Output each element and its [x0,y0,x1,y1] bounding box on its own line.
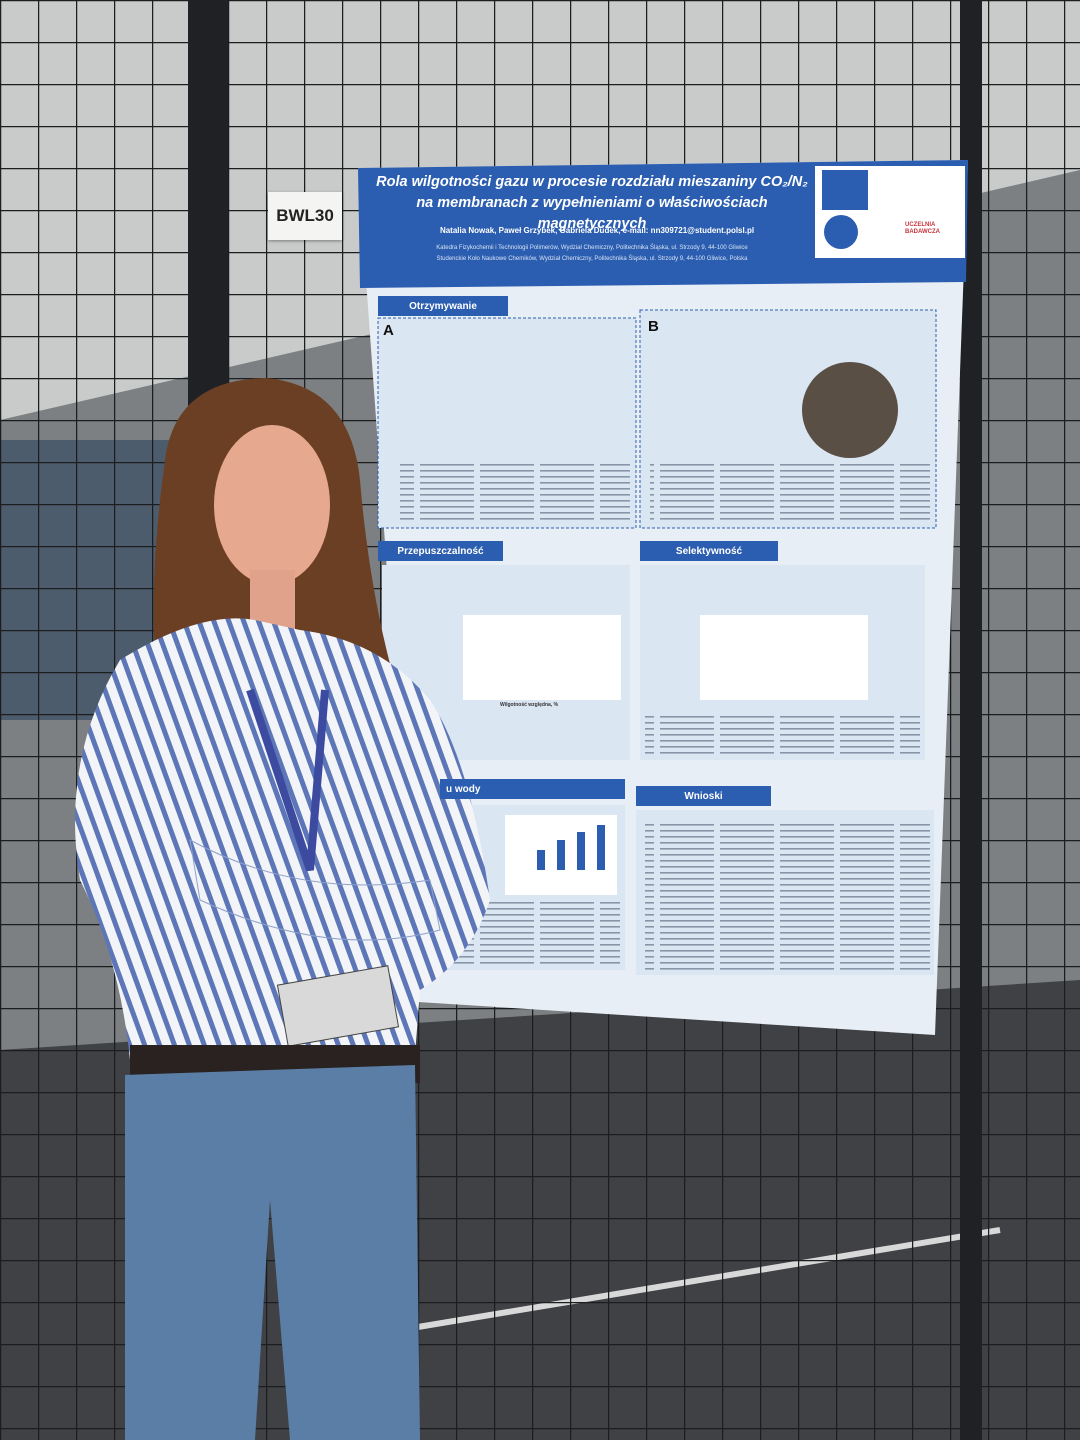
logo-emblem [822,170,868,210]
body-text [400,460,630,520]
lanyard [246,688,329,872]
poster-title: Rola wilgotności gazu w procesie rozdzia… [376,174,808,232]
panel-label: B [648,318,659,335]
poster-affiliation: Studenckie Koło Naukowe Chemików, Wydzia… [436,256,748,262]
section-header: Wnioski [636,786,771,806]
jeans [125,1065,420,1440]
bar-image [577,832,585,870]
axis-label: Wilgotność względna, % [500,702,559,708]
panel-label: A [383,322,394,339]
section-header: u wody [440,779,625,799]
badge [276,965,400,1047]
logo-gear [824,215,858,249]
poster-affiliation: Katedra Fizykochemii i Technologii Polim… [436,245,748,251]
fence-post [960,0,982,1440]
logo-text: UCZELNIA BADAWCZA [905,222,940,235]
body-text [645,712,920,757]
shirt [75,618,490,1060]
crossed-arms [189,839,441,941]
bar-image [597,825,605,870]
neck [250,570,295,630]
section-header: Przepuszczalność [378,541,503,561]
logo-text: Politechnika Śląska [872,180,937,204]
section-header: Otrzymywanie [378,296,508,316]
section-header: Selektywność [640,541,778,561]
chart-image [463,615,621,700]
bar-image [537,850,545,870]
body-text [645,820,930,970]
booth-sign: BWL30 [268,192,342,240]
face [214,425,330,585]
bar-image [557,840,565,870]
membrane-photo [802,362,898,458]
body-text [650,460,930,520]
poster-authors: Natalia Nowak, Paweł Grzybek, Gabriela D… [439,226,755,235]
chart-image [700,615,868,700]
